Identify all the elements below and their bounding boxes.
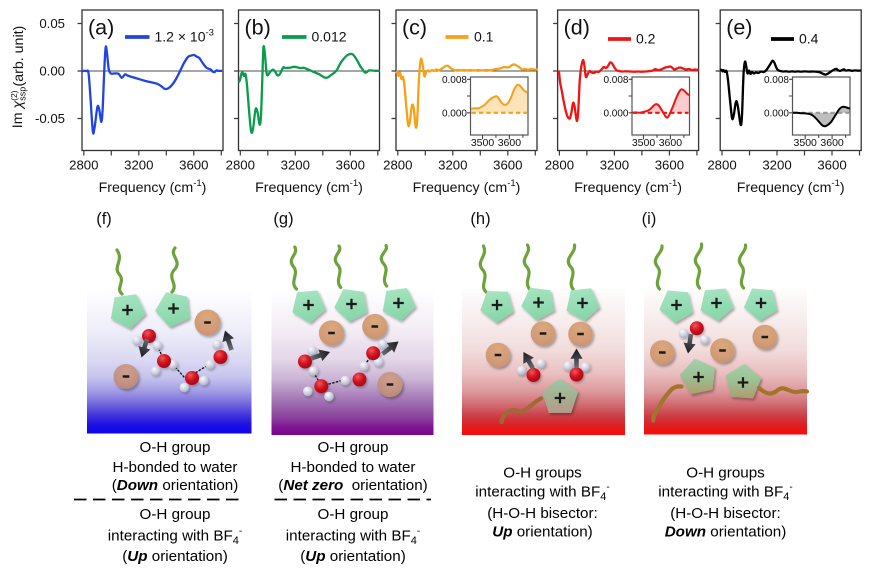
svg-text:Down orientation): Down orientation) — [665, 524, 787, 541]
svg-text:2800: 2800 — [545, 158, 574, 173]
svg-text:(e): (e) — [726, 16, 752, 40]
svg-text:(Net zero orientation): (Net zero orientation) — [278, 477, 427, 494]
svg-text:3500: 3500 — [471, 137, 495, 149]
svg-text:3500: 3500 — [794, 137, 818, 149]
svg-text:interacting with BF4-: interacting with BF4- — [475, 482, 609, 503]
svg-text:1.2 × 10-3: 1.2 × 10-3 — [155, 28, 214, 45]
svg-text:interacting with BF4-: interacting with BF4- — [108, 526, 242, 547]
svg-text:0.00: 0.00 — [39, 64, 65, 79]
svg-text:0.05: 0.05 — [39, 16, 65, 31]
svg-text:3600: 3600 — [493, 158, 522, 173]
svg-text:Frequency (cm-1): Frequency (cm-1) — [99, 178, 207, 196]
svg-text:3600: 3600 — [820, 137, 844, 149]
svg-text:Im χssp(2) (arb. unit): Im χssp(2) (arb. unit) — [9, 26, 28, 129]
svg-text:Frequency (cm-1): Frequency (cm-1) — [413, 178, 521, 196]
svg-text:0.000: 0.000 — [603, 109, 628, 120]
svg-text:H-bonded to water: H-bonded to water — [113, 459, 238, 476]
svg-text:2800: 2800 — [69, 158, 98, 173]
svg-text:Frequency (cm-1): Frequency (cm-1) — [255, 178, 363, 196]
svg-text:O-H group: O-H group — [318, 506, 389, 523]
svg-text:(c): (c) — [402, 16, 427, 40]
svg-text:(H-O-H bisector:: (H-O-H bisector: — [670, 505, 781, 522]
svg-text:(f): (f) — [96, 210, 112, 228]
svg-text:O-H groups: O-H groups — [686, 465, 765, 482]
svg-text:O-H group: O-H group — [140, 439, 211, 456]
svg-text:2800: 2800 — [707, 158, 736, 173]
svg-text:3200: 3200 — [281, 158, 310, 173]
svg-text:(b): (b) — [245, 16, 271, 40]
svg-text:3600: 3600 — [655, 158, 684, 173]
svg-text:O-H groups: O-H groups — [503, 465, 582, 482]
svg-text:O-H group: O-H group — [318, 439, 389, 456]
svg-text:H-bonded to water: H-bonded to water — [291, 459, 416, 476]
svg-text:0.012: 0.012 — [312, 29, 347, 45]
svg-text:3200: 3200 — [438, 158, 467, 173]
svg-text:3200: 3200 — [600, 158, 629, 173]
svg-text:3600: 3600 — [659, 137, 683, 149]
svg-text:(d): (d) — [564, 16, 590, 40]
svg-text:Up orientation): Up orientation) — [492, 524, 592, 541]
svg-text:(i): (i) — [642, 210, 657, 228]
svg-text:(H-O-H bisector:: (H-O-H bisector: — [487, 505, 598, 522]
svg-text:0.008: 0.008 — [764, 75, 789, 86]
svg-text:3200: 3200 — [762, 158, 791, 173]
svg-text:0.4: 0.4 — [799, 31, 819, 47]
svg-text:3600: 3600 — [498, 137, 522, 149]
svg-text:2800: 2800 — [226, 158, 255, 173]
svg-text:interacting with BF4-: interacting with BF4- — [658, 482, 792, 503]
svg-text:3600: 3600 — [179, 158, 208, 173]
svg-text:3600: 3600 — [336, 158, 365, 173]
svg-text:O-H group: O-H group — [140, 506, 211, 523]
svg-text:0.1: 0.1 — [474, 29, 494, 45]
svg-text:3500: 3500 — [632, 137, 656, 149]
svg-text:(Down orientation): (Down orientation) — [112, 477, 239, 494]
svg-text:0.000: 0.000 — [442, 109, 467, 120]
svg-text:Frequency (cm-1): Frequency (cm-1) — [574, 178, 682, 196]
svg-text:2800: 2800 — [383, 158, 412, 173]
svg-text:0.008: 0.008 — [442, 75, 467, 86]
svg-text:(Up orientation): (Up orientation) — [122, 548, 228, 565]
svg-text:0.2: 0.2 — [636, 31, 656, 47]
svg-text:interacting with BF4-: interacting with BF4- — [286, 526, 420, 547]
svg-text:3200: 3200 — [124, 158, 153, 173]
svg-text:Frequency (cm-1): Frequency (cm-1) — [737, 178, 845, 196]
svg-text:0.000: 0.000 — [764, 109, 789, 120]
svg-text:3600: 3600 — [817, 158, 846, 173]
svg-text:0.008: 0.008 — [603, 75, 628, 86]
svg-text:(Up orientation): (Up orientation) — [300, 548, 406, 565]
svg-text:-0.05: -0.05 — [35, 111, 65, 126]
svg-text:(h): (h) — [470, 210, 490, 228]
svg-text:(a): (a) — [88, 16, 114, 40]
svg-text:(g): (g) — [273, 210, 293, 228]
